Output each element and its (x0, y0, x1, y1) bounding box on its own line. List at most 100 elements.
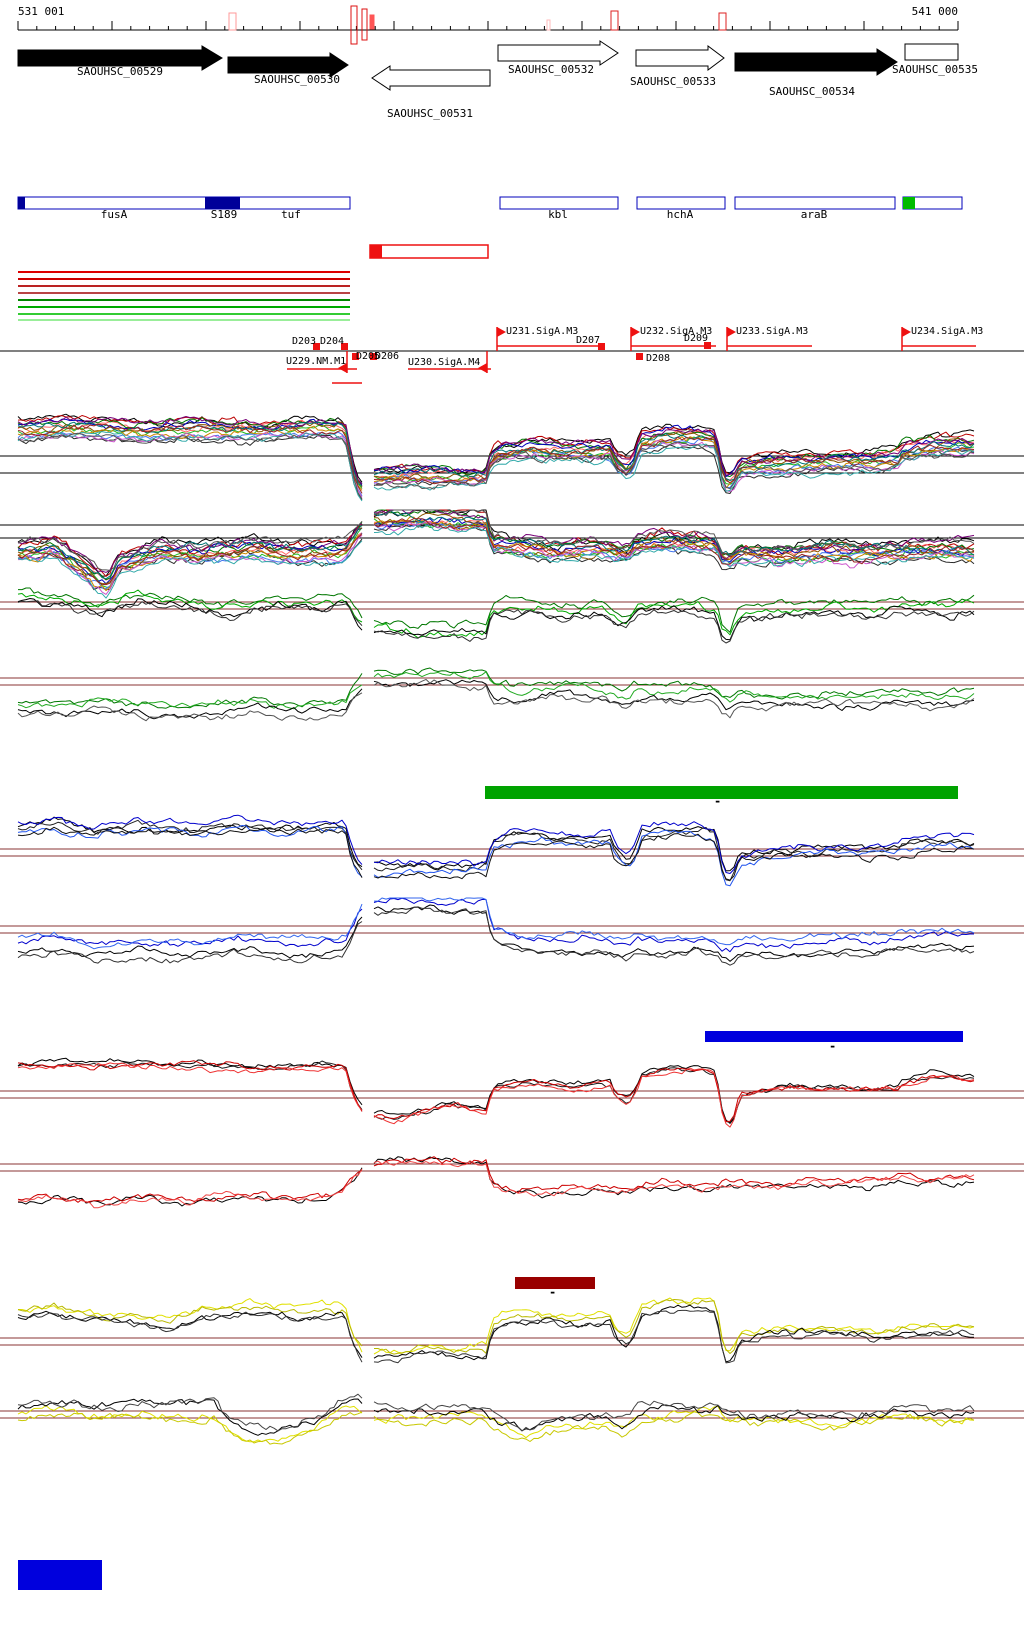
signal-line (17, 1170, 363, 1203)
segment-bar[interactable] (515, 1277, 595, 1289)
gene-arrow[interactable] (227, 52, 349, 78)
signal-line (373, 1400, 975, 1432)
signal-line (17, 1168, 363, 1209)
signal-line (17, 589, 363, 623)
locus-box[interactable] (636, 196, 726, 210)
signal-line (373, 897, 974, 953)
signal-line (373, 443, 975, 492)
signal-line (373, 509, 975, 557)
tss-flag-plus-icon[interactable] (727, 327, 736, 337)
signal-line (17, 1411, 363, 1445)
signal-line (373, 594, 975, 633)
tss-flag-minus-icon[interactable] (338, 363, 347, 373)
signal-line (17, 432, 363, 500)
signal-line (17, 908, 363, 947)
signal-track-mean-signal-green-black-2[interactable] (0, 667, 1024, 722)
gene-label-saouhsc-00530: SAOUHSC_00530 (253, 73, 341, 86)
signal-line (17, 673, 363, 709)
signal-line (373, 1404, 975, 1432)
signal-line (17, 1311, 363, 1363)
signal-line (373, 510, 975, 556)
gene-arrow[interactable] (497, 40, 619, 66)
gene-arrow[interactable] (17, 45, 223, 71)
signal-line (17, 424, 363, 489)
signal-line (373, 904, 975, 962)
tss-site-square[interactable] (704, 342, 711, 349)
transcript-box[interactable] (369, 244, 489, 259)
gene-arrow[interactable] (904, 43, 959, 61)
signal-track-condition-red-forward[interactable] (0, 1057, 1024, 1128)
tss-site-square[interactable] (598, 343, 605, 350)
locus-box[interactable] (205, 197, 240, 209)
signal-line (17, 540, 363, 599)
bottom-legend-box (18, 1560, 102, 1590)
locus-box[interactable] (734, 196, 896, 210)
tss-flag-plus-icon[interactable] (631, 327, 640, 337)
tss-flag-minus-icon[interactable] (478, 363, 487, 373)
locus-label-kbl: kbl (548, 208, 568, 221)
gene-label-saouhsc-00531: SAOUHSC_00531 (386, 107, 474, 120)
gene-arrow[interactable] (734, 48, 898, 76)
signal-track-condition-blue-reverse[interactable] (0, 897, 1024, 966)
tss-site-square[interactable] (370, 353, 377, 360)
signal-line (373, 678, 975, 719)
locus-box[interactable] (499, 196, 619, 210)
signal-track-mean-signal-green-black-1[interactable] (0, 587, 1024, 644)
signal-track-expression-all-conditions-forward[interactable] (0, 413, 1024, 502)
signal-line (373, 516, 975, 563)
locus-box[interactable] (903, 197, 915, 209)
locus-label-s189: S189 (210, 208, 238, 221)
transcript-outline[interactable] (369, 244, 489, 259)
signal-line (373, 512, 975, 561)
tss-flag-plus-icon[interactable] (497, 327, 506, 337)
tss-site-square[interactable] (352, 353, 359, 360)
signal-line (17, 692, 363, 722)
signal-line (373, 1156, 975, 1194)
gene-arrows[interactable] (17, 40, 959, 91)
segment-bar[interactable] (485, 786, 958, 799)
locus-box[interactable] (18, 197, 25, 209)
signal-line (17, 1060, 363, 1110)
signal-line (373, 1297, 975, 1355)
signal-line (17, 413, 363, 483)
signal-line (17, 434, 363, 501)
tss-label-u234: U234.SigA.M3 (911, 326, 984, 337)
locus-label-arab: araB (800, 208, 828, 221)
signal-track-condition-blue-forward[interactable] (0, 814, 1024, 887)
signal-line (373, 906, 975, 966)
signal-line (373, 1160, 975, 1197)
tss-site-square[interactable] (636, 353, 643, 360)
signal-track-condition-yellow-forward[interactable] (0, 1297, 1024, 1364)
tss-label-u231: U231.SigA.M3 (506, 326, 579, 337)
tss-label-d209: D209 (684, 333, 709, 344)
tss-label-d208: D208 (646, 353, 671, 364)
tss-label-u230: U230.SigA.M4 (408, 357, 481, 368)
tss-flag-plus-icon[interactable] (902, 327, 911, 337)
tss-site-square[interactable] (313, 343, 320, 350)
locus-boxes[interactable] (17, 196, 963, 210)
signal-line (373, 1067, 975, 1122)
signal-track-condition-yellow-reverse[interactable] (0, 1393, 1024, 1445)
signal-line (17, 533, 363, 586)
signal-track-expression-all-conditions-reverse[interactable] (0, 509, 1024, 599)
tss-track[interactable] (0, 327, 1024, 384)
signal-line (373, 1405, 975, 1439)
signal-line (373, 428, 975, 476)
segment-bar[interactable] (705, 1031, 963, 1042)
tss-site-square[interactable] (341, 343, 348, 350)
tss-label-d204: D204 (320, 336, 345, 347)
red-bar-strand-dash: - (549, 1285, 557, 1299)
segment-bars[interactable] (485, 786, 963, 1289)
signal-line (373, 1304, 974, 1363)
signal-line (17, 826, 363, 878)
signal-line (373, 599, 975, 639)
gene-arrow[interactable] (635, 45, 725, 71)
signal-track-condition-red-reverse[interactable] (0, 1156, 1024, 1209)
gene-arrow[interactable] (371, 65, 491, 91)
signal-line (373, 609, 975, 644)
tss-label-d205: D205 (356, 351, 381, 362)
signal-line (374, 1299, 975, 1355)
tss-label-u229: U229.NM.M1 (286, 356, 347, 367)
signal-line (17, 534, 363, 592)
